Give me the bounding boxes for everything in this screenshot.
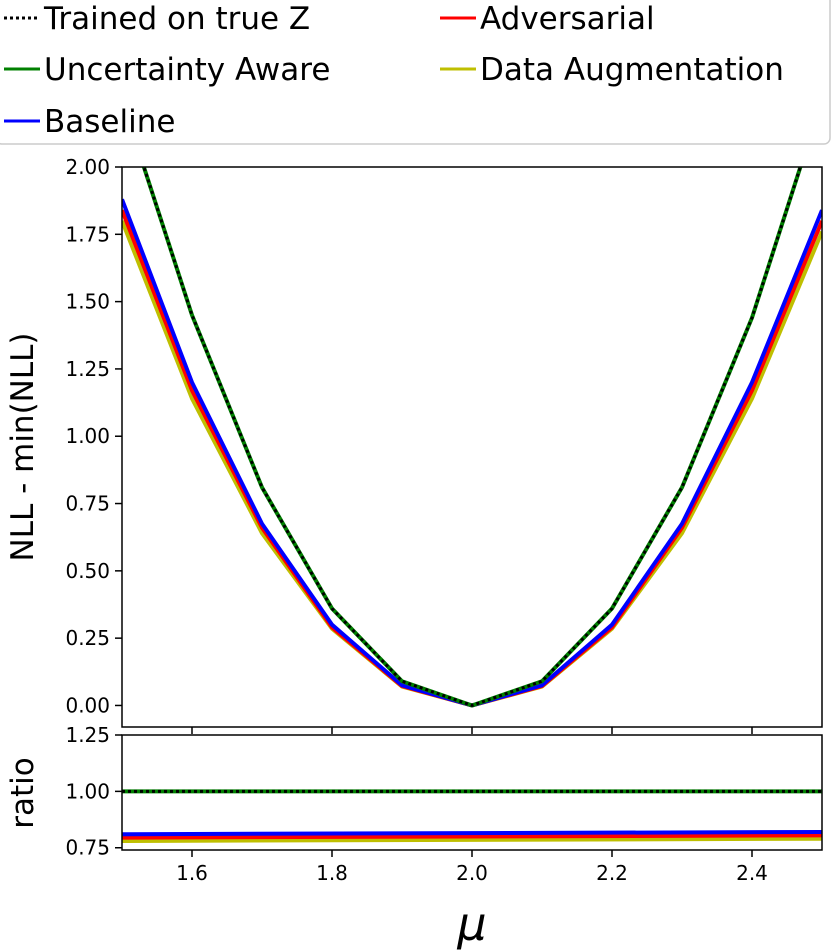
nll-y-tick-label: 0.00 xyxy=(65,693,110,717)
ratio-y-tick-label: 1.25 xyxy=(65,723,110,747)
ratio-y-ticks: 0.75 1.00 1.25 xyxy=(65,723,122,860)
legend-entries: Trained on true Z Adversarial Uncertainty … xyxy=(4,1,784,140)
nll-series-adversarial xyxy=(122,209,822,708)
nll-y-tick-label: 0.75 xyxy=(65,492,110,516)
legend-label-adversarial: Adversarial xyxy=(480,1,655,37)
mu-x-axis-label: μ xyxy=(456,897,486,950)
nll-y-tick-label: 0.50 xyxy=(65,559,110,583)
legend-label-data-augmentation: Data Augmentation xyxy=(480,52,784,88)
nll-y-tick-label: 1.50 xyxy=(65,290,110,314)
ratio-series-data-augmentation xyxy=(122,836,822,843)
ratio-series-adversarial xyxy=(122,833,822,840)
ratio-y-axis-label: ratio xyxy=(5,757,41,828)
legend-label-baseline: Baseline xyxy=(44,104,175,140)
nll-y-tick-label: 0.25 xyxy=(65,626,110,650)
ratio-x-tick-label: 2.0 xyxy=(456,861,488,885)
nll-y-axis-label: NLL - min(NLL) xyxy=(5,332,41,561)
ratio-y-tick-label: 1.00 xyxy=(65,779,110,803)
nll-series-trained-on-true-z xyxy=(142,167,802,707)
nll-y-ticks: 0.00 0.25 0.50 0.75 1.00 1.25 1.50 1.75 2.00 xyxy=(65,155,122,717)
nll-axes-frame xyxy=(121,166,823,728)
legend-label-trained-on-true-z: Trained on true Z xyxy=(43,1,310,37)
ratio-x-tick-label: 2.2 xyxy=(596,861,628,885)
nll-series-group xyxy=(122,167,822,708)
nll-y-tick-label: 1.00 xyxy=(65,424,110,448)
nll-panel: 0.00 0.25 0.50 0.75 1.00 1.25 1.50 1.75 2.00 NLL… xyxy=(5,155,823,734)
nll-series-baseline xyxy=(122,198,822,708)
nll-y-tick-label: 1.75 xyxy=(65,222,110,246)
ratio-x-tick-label: 2.4 xyxy=(736,861,768,885)
legend: Trained on true Z Adversarial Uncertainty … xyxy=(0,0,831,145)
nll-y-tick-label: 2.00 xyxy=(65,155,110,179)
nll-x-ticks xyxy=(191,727,753,734)
legend-label-uncertainty-aware: Uncertainty Aware xyxy=(44,52,330,88)
ratio-x-ticks: 1.6 1.8 2.0 2.2 2.4 xyxy=(176,850,768,885)
ratio-y-tick-label: 0.75 xyxy=(65,836,110,860)
ratio-panel: 0.75 1.00 1.25 1.6 1.8 2.0 2.2 2.4 ratio μ xyxy=(5,723,823,950)
ratio-series-baseline xyxy=(122,829,822,837)
ratio-x-tick-label: 1.6 xyxy=(176,861,208,885)
legend-frame xyxy=(0,0,831,145)
ratio-x-tick-label: 1.8 xyxy=(316,861,348,885)
ratio-series-group xyxy=(122,789,822,843)
nll-y-tick-label: 1.25 xyxy=(65,357,110,381)
